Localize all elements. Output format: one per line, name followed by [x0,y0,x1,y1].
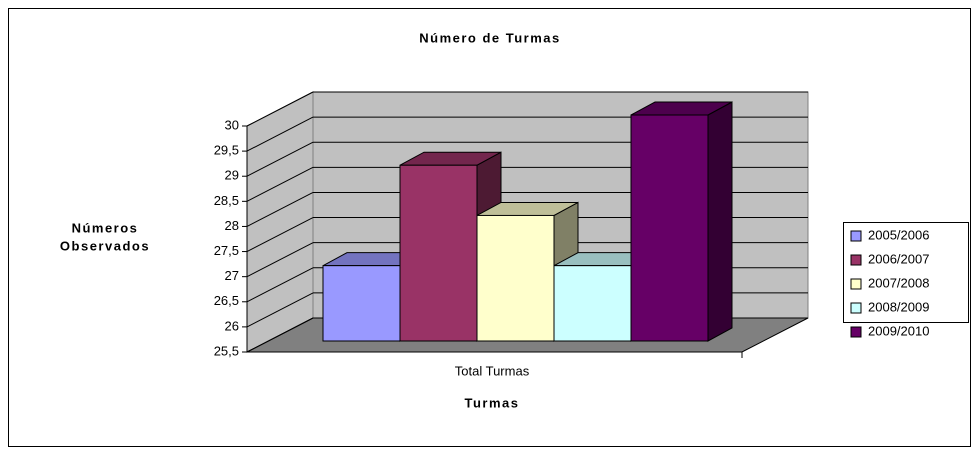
legend-label: 2009/2010 [868,323,929,338]
y-tick-label: 27 [225,268,239,283]
bar-side [707,101,733,342]
grid-line [246,292,314,328]
y-tick-label: 28 [225,218,239,233]
grid-line [246,191,314,227]
grid-line [246,217,314,253]
grid-line [246,141,314,177]
y-tick-label: 26 [225,318,239,333]
bar [322,265,401,342]
legend-swatch [850,254,862,266]
legend-label: 2006/2007 [868,251,929,266]
legend-swatch [850,278,862,290]
y-axis-label: Números [72,220,139,235]
legend-label: 2008/2009 [868,299,929,314]
legend-swatch [850,326,862,338]
grid-line [246,166,314,202]
legend-label: 2005/2006 [868,227,929,242]
bar [399,164,478,342]
x-axis-label: Turmas [465,395,520,410]
bar [630,114,709,342]
grid-line [246,267,314,303]
y-axis-label: Observados [60,238,150,253]
bar [476,214,555,342]
side-wall [246,91,314,353]
legend [843,222,969,323]
grid-line [246,91,314,127]
x-tick-label: Total Turmas [455,363,530,378]
legend-label: 2007/2008 [868,275,929,290]
chart-title: Número de Turmas [419,30,561,45]
y-tick-label: 25,5 [214,343,239,358]
y-tick-label: 29 [225,168,239,183]
y-tick-label: 29,5 [214,143,239,158]
y-tick-label: 28,5 [214,193,239,208]
y-tick-label: 27,5 [214,243,239,258]
y-tick-label: 26,5 [214,293,239,308]
legend-swatch [850,230,862,242]
grid-line [246,317,314,353]
y-tick-label: 30 [225,117,239,132]
grid-line [246,116,314,152]
bar [553,265,632,342]
grid-line [246,242,314,278]
legend-swatch [850,302,862,314]
